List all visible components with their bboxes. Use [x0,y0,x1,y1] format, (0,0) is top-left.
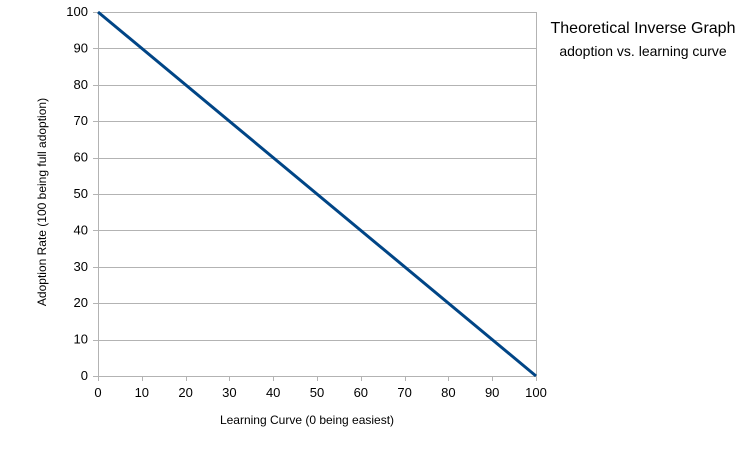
y-tick-label: 100 [66,4,88,19]
x-tick-label: 30 [222,385,236,400]
y-tick-label: 0 [81,368,88,383]
y-tick-label: 10 [74,332,88,347]
y-tick-label: 60 [74,150,88,165]
chart-subtitle: adoption vs. learning curve [559,43,727,59]
x-tick-label: 0 [94,385,101,400]
series-line [97,10,537,378]
y-axis-title: Adoption Rate (100 being full adoption) [35,98,49,306]
y-tick-label: 20 [74,295,88,310]
chart-title: Theoretical Inverse Graph [551,20,736,37]
grid-lines [93,12,536,377]
y-tick-label: 80 [74,77,88,92]
y-tick-label: 90 [74,40,88,55]
x-tick-label: 60 [354,385,368,400]
x-axis-title: Learning Curve (0 being easiest) [220,413,394,427]
x-tick-label: 100 [525,385,547,400]
x-tick-label: 10 [135,385,149,400]
axes [98,12,537,381]
y-tick-labels: 0 10 20 30 40 50 60 70 80 90 100 [66,4,88,383]
series-layer [97,10,537,378]
y-tick-label: 50 [74,186,88,201]
x-tick-label: 20 [178,385,192,400]
y-tick-label: 40 [74,222,88,237]
y-tick-label: 70 [74,113,88,128]
x-tick-labels: 0 10 20 30 40 50 60 70 80 90 100 [94,385,546,400]
x-tick-label: 80 [441,385,455,400]
x-tick-label: 70 [397,385,411,400]
x-tick-label: 40 [266,385,280,400]
x-tick-label: 90 [485,385,499,400]
x-tick-label: 50 [310,385,324,400]
y-tick-label: 30 [74,259,88,274]
